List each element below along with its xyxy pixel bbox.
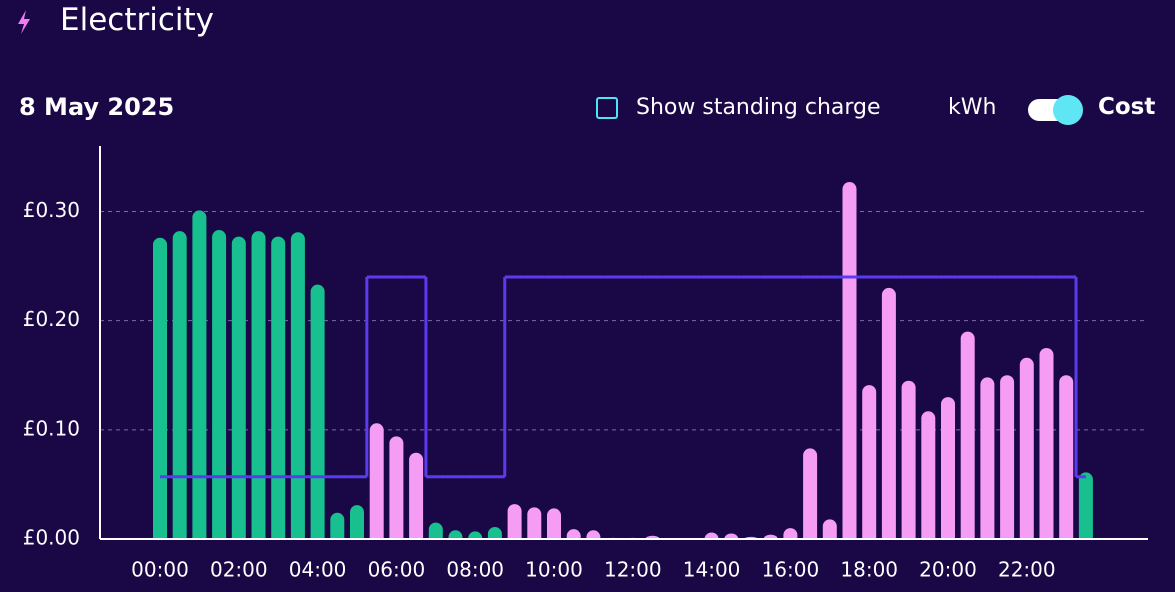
bar <box>350 505 364 539</box>
y-tick-label: £0.10 <box>23 416 80 440</box>
x-tick-label: 14:00 <box>683 558 741 582</box>
date-label: 8 May 2025 <box>19 93 175 121</box>
x-tick-label: 04:00 <box>289 558 347 582</box>
bar <box>389 436 404 539</box>
bar <box>507 504 522 539</box>
x-tick-label: 16:00 <box>762 558 820 582</box>
bar <box>763 534 778 539</box>
bar <box>271 236 286 540</box>
x-tick-label: 18:00 <box>840 558 898 582</box>
toggle-left-label[interactable]: kWh <box>948 95 997 120</box>
bar <box>468 531 483 539</box>
bar <box>212 230 227 539</box>
x-tick-label: 12:00 <box>604 558 662 582</box>
toggle-right-label[interactable]: Cost <box>1098 94 1156 120</box>
checkbox-label[interactable]: Show standing charge <box>636 95 881 120</box>
bar <box>448 530 463 539</box>
bar <box>862 385 877 539</box>
bar <box>192 210 207 539</box>
bar <box>369 423 384 539</box>
bar <box>428 522 443 539</box>
toggle-knob <box>1053 95 1083 125</box>
bar <box>1000 375 1015 539</box>
checkbox[interactable] <box>596 97 618 119</box>
bar <box>1039 347 1054 539</box>
bar <box>487 526 502 539</box>
bar <box>822 519 837 539</box>
bar <box>980 377 995 539</box>
x-tick-label: 02:00 <box>210 558 268 582</box>
x-tick-label: 00:00 <box>131 558 189 582</box>
y-tick-label: £0.20 <box>23 307 80 331</box>
bar <box>842 182 857 539</box>
bar <box>941 397 955 539</box>
bar <box>901 380 916 539</box>
bar <box>1059 375 1074 539</box>
lightning-icon <box>18 10 30 34</box>
bar <box>547 508 561 539</box>
x-tick-label: 10:00 <box>525 558 583 582</box>
bar <box>803 448 818 539</box>
bar <box>251 231 266 539</box>
y-tick-label: £0.00 <box>23 526 80 550</box>
bar <box>1019 357 1034 539</box>
bar <box>783 528 798 539</box>
bar <box>704 532 719 539</box>
bar <box>290 232 305 539</box>
bar <box>153 237 167 539</box>
bar <box>724 533 739 539</box>
x-tick-label: 06:00 <box>368 558 426 582</box>
page-title: Electricity <box>60 2 214 38</box>
bar <box>921 411 936 539</box>
x-tick-label: 22:00 <box>998 558 1056 582</box>
bar <box>409 452 424 539</box>
x-tick-label: 08:00 <box>446 558 504 582</box>
bar <box>330 512 345 539</box>
bar <box>527 507 542 539</box>
bar <box>231 236 246 540</box>
bar <box>172 231 187 539</box>
bar <box>1078 472 1093 539</box>
bar <box>566 529 581 539</box>
bar <box>960 331 975 539</box>
bar <box>881 287 896 539</box>
x-tick-label: 20:00 <box>919 558 977 582</box>
y-tick-label: £0.30 <box>23 198 80 222</box>
bar <box>586 530 601 539</box>
bar <box>310 284 325 539</box>
toggle[interactable] <box>1028 95 1083 125</box>
